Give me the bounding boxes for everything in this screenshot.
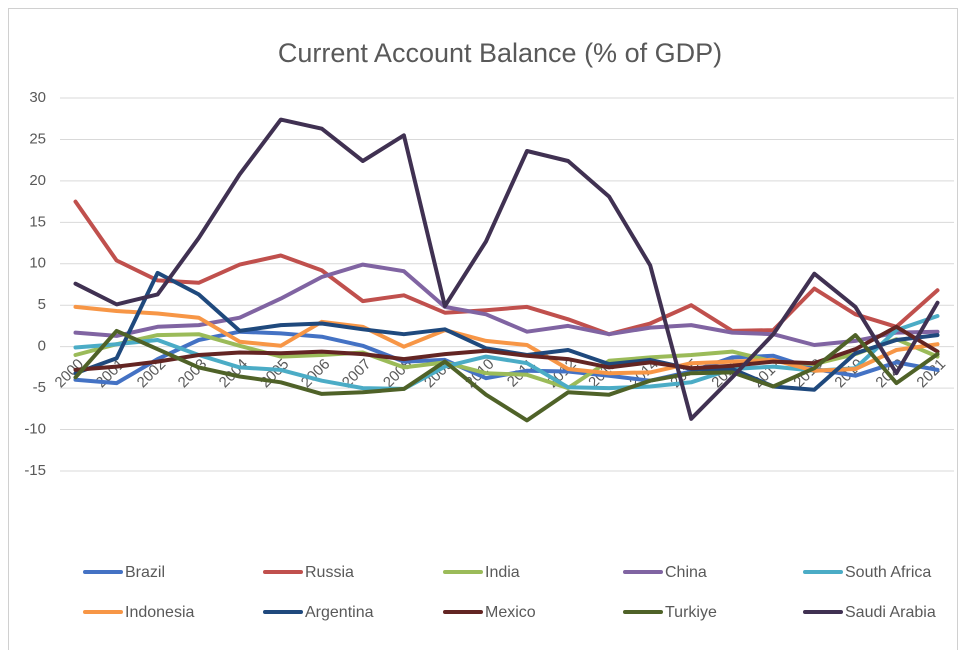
series-line (73, 324, 940, 372)
legend-label: China (665, 564, 707, 581)
x-tick-label: 2021 (913, 356, 949, 392)
y-tick-label: -5 (33, 379, 46, 396)
y-tick-label: 20 (29, 172, 46, 189)
legend-label: Saudi Arabia (845, 604, 936, 621)
series-line (73, 314, 940, 391)
y-tick-label: -10 (24, 421, 46, 438)
y-tick-label: 30 (29, 89, 46, 106)
series-line (73, 117, 940, 421)
legend-label: Mexico (485, 604, 536, 621)
series-line (73, 328, 940, 423)
y-tick-label: 10 (29, 255, 46, 272)
chart-border (8, 8, 958, 650)
y-tick-label: 0 (38, 338, 46, 355)
legend-label: Argentina (305, 604, 374, 621)
legend-label: Indonesia (125, 604, 194, 621)
y-tick-label: 15 (29, 213, 46, 230)
legend-label: Turkiye (665, 604, 717, 621)
chart-title: Current Account Balance (% of GDP) (278, 38, 722, 68)
legend-label: Brazil (125, 564, 165, 581)
series-line (73, 199, 940, 337)
y-tick-label: 25 (29, 130, 46, 147)
series-line (73, 262, 940, 347)
legend-label: India (485, 564, 520, 581)
x-tick-label: 2006 (298, 356, 334, 392)
legend-label: South Africa (845, 564, 931, 581)
x-tick-label: 2000 (52, 356, 88, 392)
y-tick-label: -15 (24, 462, 46, 479)
series-line (73, 304, 940, 376)
legend-label: Russia (305, 564, 354, 581)
y-tick-label: 5 (38, 296, 46, 313)
